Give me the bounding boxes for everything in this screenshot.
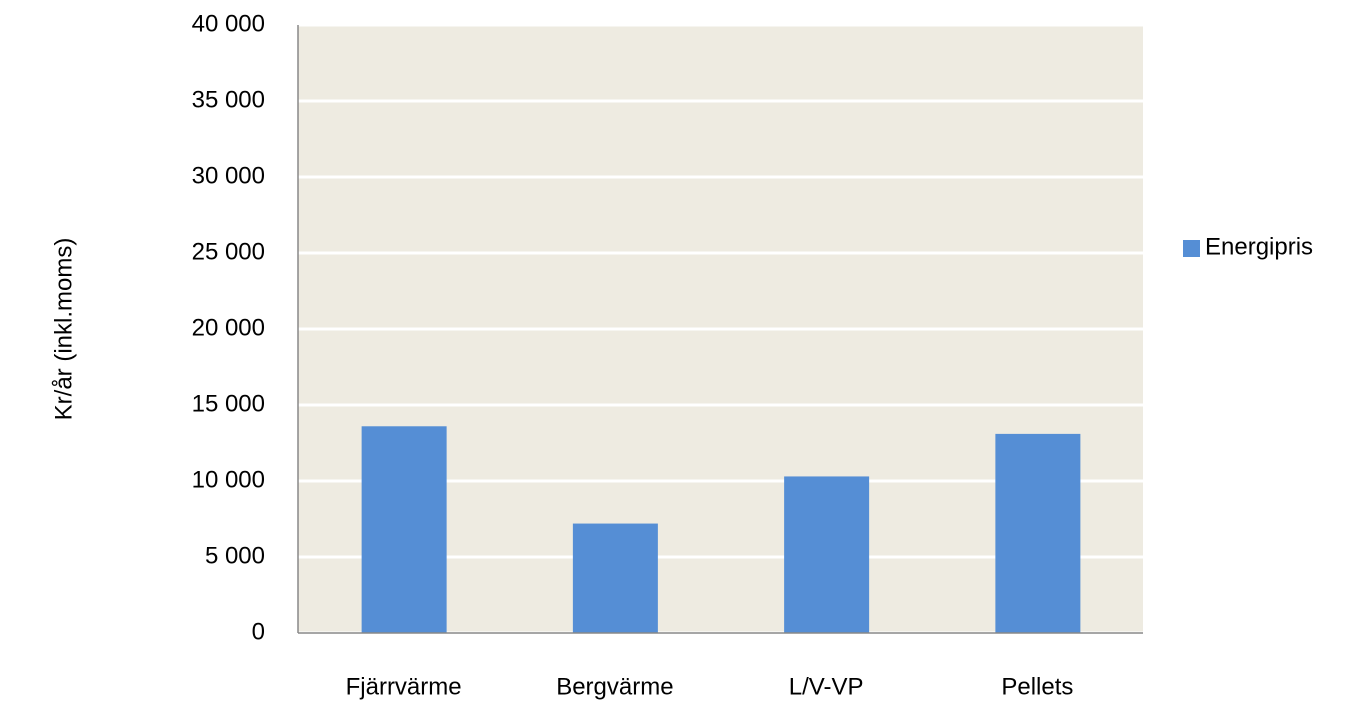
x-tick-label: L/V-VP (789, 673, 864, 700)
bar (995, 433, 1081, 633)
y-tick-label: 35 000 (192, 86, 265, 113)
y-axis-label: Kr/år (inkl.moms) (50, 238, 77, 421)
y-tick-label: 5 000 (205, 542, 265, 569)
y-tick-label: 10 000 (192, 466, 265, 493)
x-tick-label: Bergvärme (556, 673, 673, 700)
bar (361, 426, 447, 633)
y-tick-label: 25 000 (192, 238, 265, 265)
y-tick-label: 0 (252, 618, 265, 645)
y-tick-label: 30 000 (192, 162, 265, 189)
y-tick-label: 15 000 (192, 390, 265, 417)
bar (784, 476, 870, 633)
legend-label: Energipris (1205, 233, 1313, 260)
y-tick-label: 20 000 (192, 314, 265, 341)
y-tick-label: 40 000 (192, 10, 265, 37)
bar (572, 523, 658, 633)
x-tick-label: Pellets (1001, 673, 1073, 700)
x-tick-label: Fjärrvärme (346, 673, 462, 700)
legend-swatch (1183, 240, 1200, 257)
